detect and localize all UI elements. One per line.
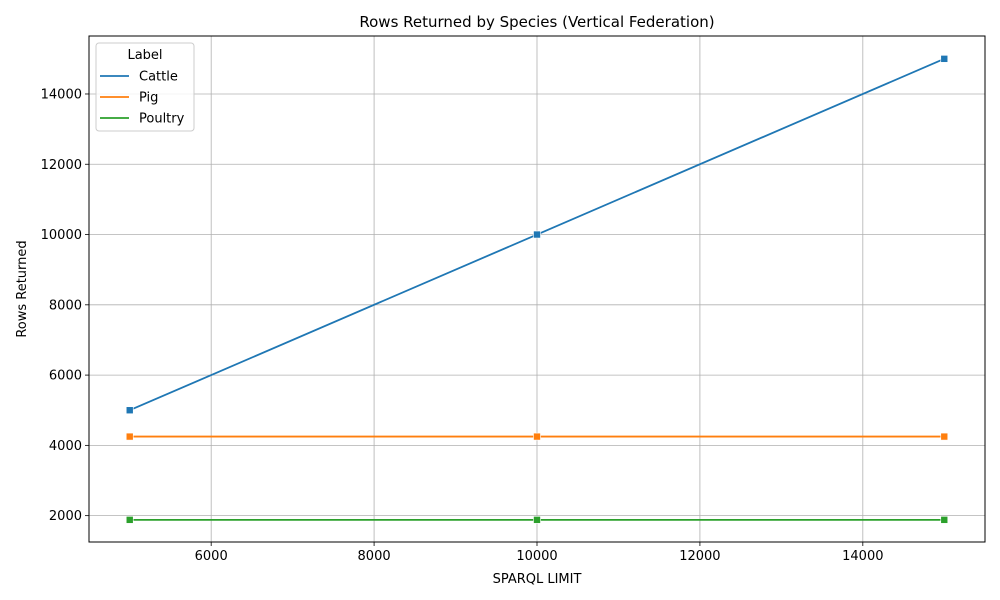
data-point-pig bbox=[940, 432, 949, 441]
legend: Label Cattle Pig Poultry bbox=[95, 42, 195, 132]
data-point-poultry bbox=[533, 516, 541, 524]
x-tick-label: 12000 bbox=[679, 549, 720, 564]
y-tick-label: 6000 bbox=[49, 369, 82, 384]
data-point-cattle bbox=[125, 406, 134, 415]
data-point-poultry bbox=[940, 516, 949, 524]
x-tick-label: 8000 bbox=[358, 549, 391, 564]
x-tick-label: 10000 bbox=[516, 549, 557, 564]
y-tick-label: 10000 bbox=[41, 228, 82, 243]
legend-label-cattle: Cattle bbox=[139, 70, 178, 85]
y-tick-label: 12000 bbox=[41, 158, 82, 173]
x-axis-ticks: 6000 8000 10000 12000 14000 bbox=[195, 542, 883, 564]
grid-lines bbox=[89, 36, 985, 542]
legend-box bbox=[95, 42, 195, 132]
y-tick-label: 2000 bbox=[49, 509, 82, 524]
y-tick-label: 4000 bbox=[49, 439, 82, 454]
legend-label-pig: Pig bbox=[139, 91, 158, 106]
x-axis-label: SPARQL LIMIT bbox=[493, 572, 582, 587]
x-tick-label: 14000 bbox=[842, 549, 883, 564]
y-tick-label: 14000 bbox=[41, 87, 82, 102]
data-point-pig bbox=[533, 432, 541, 441]
y-axis-label: Rows Returned bbox=[15, 240, 30, 337]
series-layer bbox=[125, 55, 949, 524]
data-point-cattle bbox=[940, 55, 949, 63]
y-tick-label: 8000 bbox=[49, 298, 82, 313]
chart-title: Rows Returned by Species (Vertical Feder… bbox=[359, 13, 714, 31]
data-point-cattle bbox=[533, 230, 541, 239]
legend-title: Label bbox=[127, 48, 162, 63]
x-tick-label: 6000 bbox=[195, 549, 228, 564]
legend-label-poultry: Poultry bbox=[139, 112, 185, 127]
y-axis-ticks: 2000 4000 6000 8000 10000 12000 14000 bbox=[41, 87, 89, 524]
data-point-poultry bbox=[125, 516, 134, 524]
data-point-pig bbox=[125, 432, 134, 441]
